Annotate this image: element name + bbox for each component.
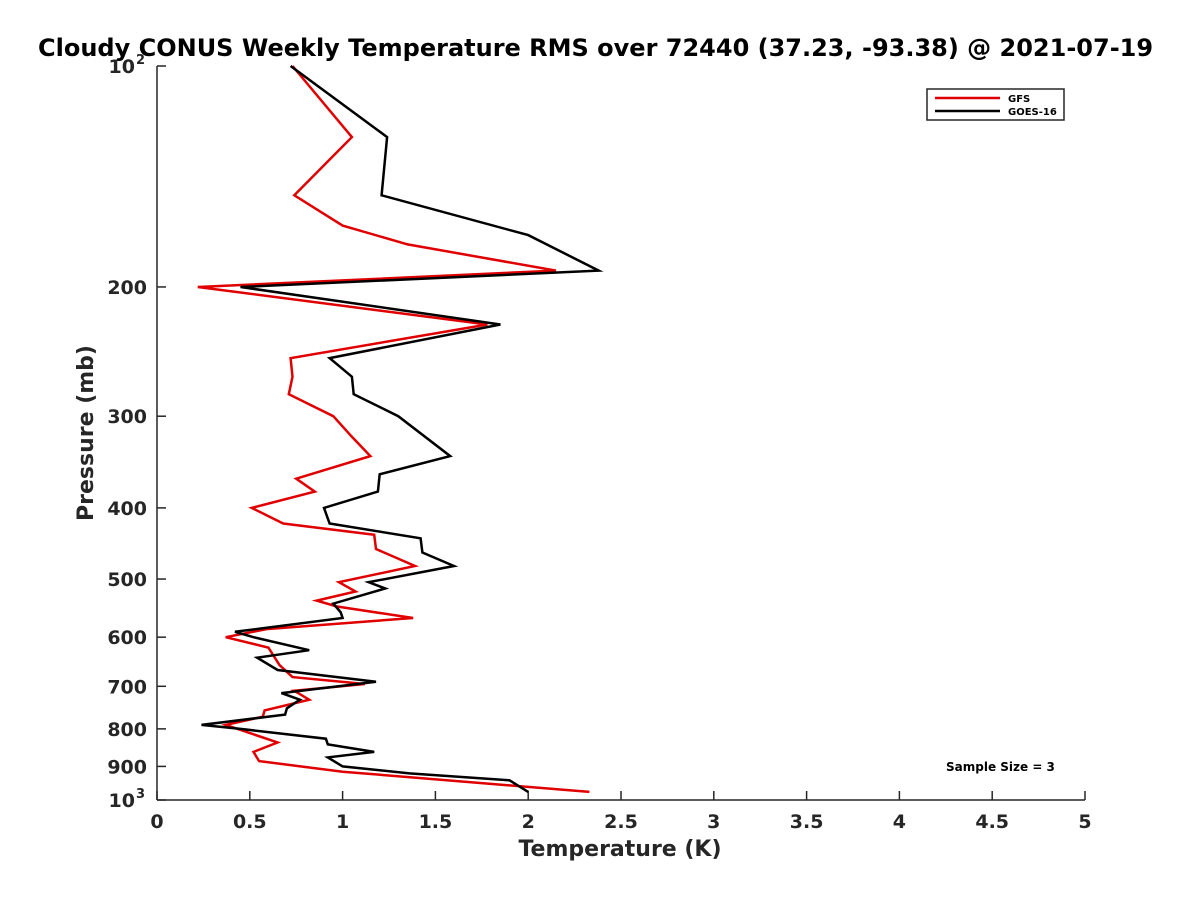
x-tick-label: 4.5 <box>975 811 1009 833</box>
series-line-goes-16 <box>201 64 604 793</box>
x-axis-ticks: 0 0.5 1 1.5 2 2.5 3 3.5 4 4.5 5 <box>150 791 1092 833</box>
x-tick-label: 2 <box>522 811 535 833</box>
x-tick-label: 2.5 <box>604 811 638 833</box>
y-tick-label: 10 2 <box>109 53 146 78</box>
y-tick-label: 600 <box>107 627 147 649</box>
x-tick-label: 0 <box>150 811 163 833</box>
y-tick-label: 300 <box>107 406 147 428</box>
x-axis-label: Temperature (K) <box>518 837 721 862</box>
x-tick-label: 3.5 <box>790 811 824 833</box>
y-tick-label: 10 3 <box>109 787 146 812</box>
legend-label-gfs: GFS <box>1008 94 1030 105</box>
y-tick-exponent: 2 <box>136 53 145 68</box>
x-tick-label: 1.5 <box>419 811 453 833</box>
series-lines <box>197 64 604 794</box>
legend-box <box>926 88 1065 121</box>
y-tick-exponent: 3 <box>136 787 145 802</box>
y-tick-base: 10 <box>109 56 135 78</box>
y-tick-label: 800 <box>107 719 147 741</box>
y-tick-label: 900 <box>107 756 147 778</box>
sample-size-annotation: Sample Size = 3 <box>946 760 1055 774</box>
x-tick-label: 4 <box>893 811 906 833</box>
legend: GFS GOES-16 <box>926 88 1065 121</box>
x-tick-label: 3 <box>707 811 720 833</box>
chart-title: Cloudy CONUS Weekly Temperature RMS over… <box>38 34 1153 62</box>
y-tick-label: 500 <box>107 569 147 591</box>
series-line-gfs <box>197 65 590 794</box>
y-tick-label: 400 <box>107 498 147 520</box>
y-axis-label: Pressure (mb) <box>74 345 99 521</box>
y-tick-base: 10 <box>109 790 135 812</box>
x-tick-label: 0.5 <box>233 811 267 833</box>
x-tick-label: 5 <box>1078 811 1091 833</box>
legend-label-goes-16: GOES-16 <box>1008 107 1057 118</box>
y-tick-label: 700 <box>107 676 147 698</box>
x-tick-label: 1 <box>336 811 349 833</box>
y-tick-label: 200 <box>107 277 147 299</box>
